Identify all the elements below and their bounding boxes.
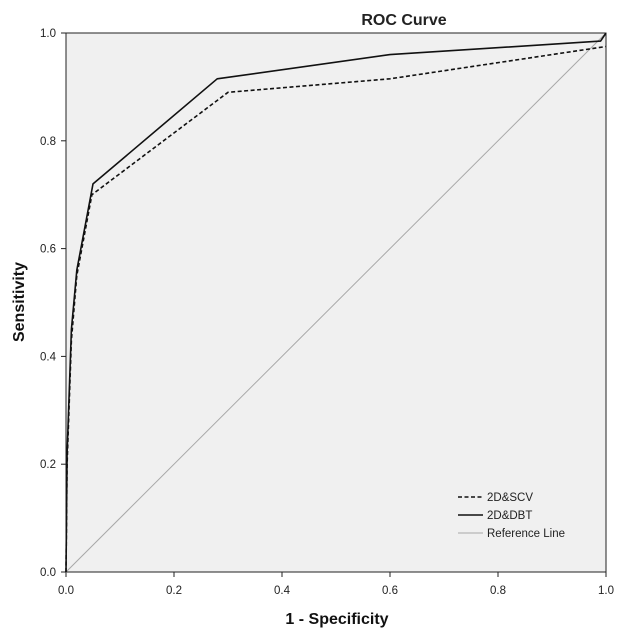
legend-label: 2D&SCV [487,492,533,504]
y-tick-label: 0.8 [40,136,56,148]
y-tick-label: 0.2 [40,459,56,471]
legend-label: 2D&DBT [487,510,532,522]
x-tick-label: 0.2 [166,585,182,597]
legend: 2D&SCV 2D&DBT Reference Line [458,492,565,540]
x-tick-label: 0.8 [490,585,506,597]
series-lines [65,32,607,573]
y-tick-label: 1.0 [40,28,56,40]
x-axis-label: 1 - Specificity [285,611,388,628]
x-tick-label: 0.0 [58,585,74,597]
chart-title: ROC Curve [361,12,446,29]
x-tick-label: 1.0 [598,585,614,597]
x-tick-label: 0.6 [382,585,398,597]
y-tick-label: 0.6 [40,244,56,256]
series-line-2d-scv [65,45,607,573]
legend-label: Reference Line [487,528,565,540]
y-tick-label: 0.4 [40,351,57,363]
series-line-reference-line [65,32,607,573]
y-tick-label: 0.0 [40,567,56,579]
y-axis-ticks: 0.0 0.2 0.4 0.6 0.8 1.0 [40,28,66,579]
x-tick-label: 0.4 [274,585,291,597]
series-line-2d-dbt [65,32,607,573]
x-axis-ticks: 0.0 0.2 0.4 0.6 0.8 1.0 [58,572,614,597]
y-axis-label: Sensitivity [11,262,28,342]
